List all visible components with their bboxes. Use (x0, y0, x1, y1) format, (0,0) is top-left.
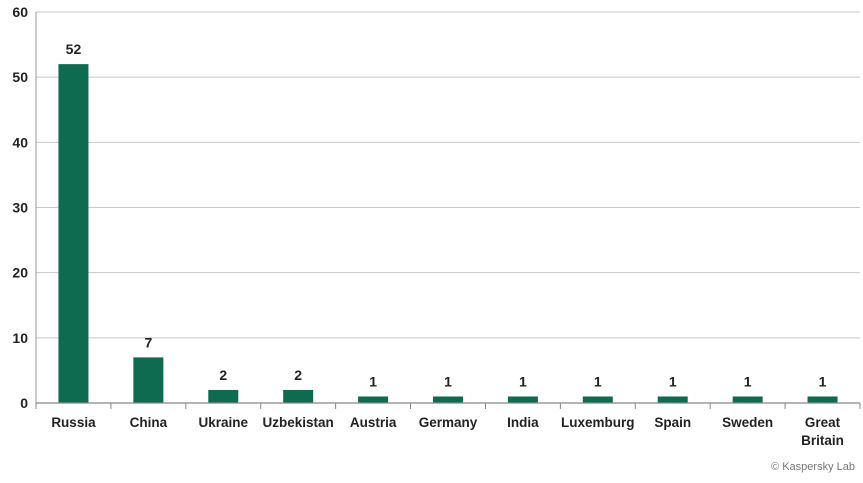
y-tick-label: 50 (12, 69, 28, 85)
data-label: 1 (519, 373, 527, 389)
data-label: 2 (294, 367, 302, 383)
bar-russia (58, 64, 89, 403)
bars (58, 64, 838, 403)
bar-luxemburg (582, 396, 613, 403)
y-tick-label: 60 (12, 4, 28, 20)
y-tick-label: 10 (12, 330, 28, 346)
copyright-text: © Kaspersky Lab (771, 461, 855, 473)
data-label: 7 (144, 334, 152, 350)
x-tick-label: Germany (419, 415, 478, 430)
bar-great-britain (807, 396, 838, 403)
x-tick-label: India (507, 415, 539, 430)
data-label: 1 (594, 373, 602, 389)
y-tick-label: 40 (12, 134, 28, 150)
x-tick-label: Great Britain (801, 415, 844, 448)
x-tick-label: Sweden (722, 415, 773, 430)
data-label: 52 (66, 41, 82, 57)
bar-uzbekistan (283, 389, 314, 403)
bar-china (133, 357, 164, 403)
data-label: 1 (444, 373, 452, 389)
bar-spain (657, 396, 688, 403)
y-tick-label: 30 (12, 200, 28, 216)
bar-ukraine (208, 389, 239, 403)
y-tick-label: 0 (20, 395, 28, 411)
bar-india (507, 396, 538, 403)
x-tick-label: Russia (51, 415, 96, 430)
data-label: 1 (744, 373, 752, 389)
x-axis: Russia China Ukraine Uzbekistan Austria Germa… (35, 402, 861, 448)
x-tick-label: Uzbekistan (263, 415, 334, 430)
bar-germany (433, 396, 463, 403)
bar-sweden (732, 396, 763, 403)
x-tick-label: Austria (350, 415, 397, 430)
x-tick-label: Luxemburg (561, 415, 635, 430)
y-axis-ticks: 0 10 20 30 40 50 60 (12, 4, 37, 411)
x-tick-label: China (130, 415, 168, 430)
data-label: 2 (219, 367, 227, 383)
data-label: 1 (819, 373, 827, 389)
x-tick-label: Spain (654, 415, 691, 430)
x-tick-label: Ukraine (199, 415, 249, 430)
y-tick-label: 20 (12, 265, 28, 281)
data-label: 1 (369, 373, 377, 389)
bar-austria (358, 396, 389, 403)
data-labels: 52 7 2 2 1 1 1 1 1 1 1 (66, 41, 827, 389)
gridlines (36, 11, 860, 339)
data-label: 1 (669, 373, 677, 389)
